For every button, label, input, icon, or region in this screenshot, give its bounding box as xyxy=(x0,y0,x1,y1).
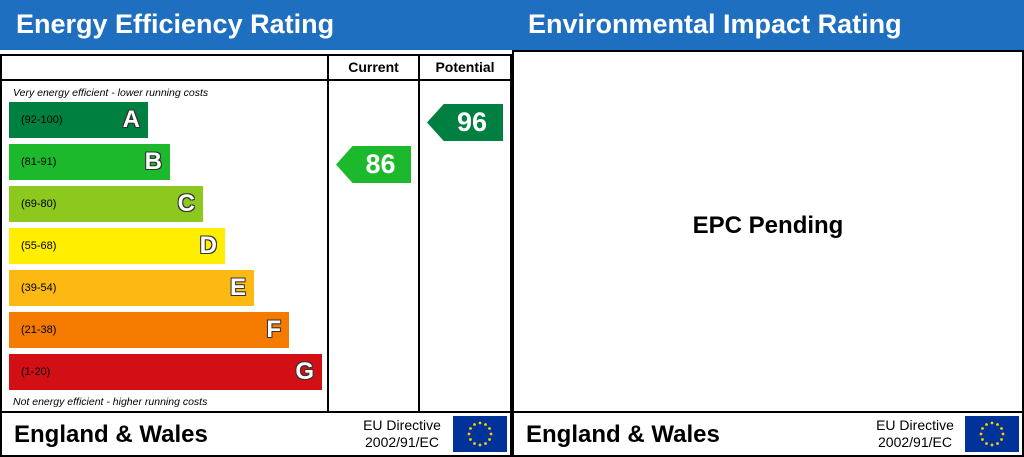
eu-flag-icon xyxy=(453,416,507,452)
band-b-letter: B xyxy=(144,148,162,175)
eu-flag-star xyxy=(996,442,999,445)
eu-flag-star xyxy=(981,427,984,430)
band-a-letter: A xyxy=(122,106,140,133)
band-d-range: (55-68) xyxy=(21,240,57,252)
band-f: (21-38) F xyxy=(9,312,289,348)
band-e-letter: E xyxy=(229,274,246,301)
potential-column-header: Potential xyxy=(435,59,495,75)
band-c-letter: C xyxy=(177,190,195,217)
band-d-letter: D xyxy=(199,232,217,259)
current-column-header: Current xyxy=(348,59,399,75)
environment-chart: EPC Pending xyxy=(512,50,1024,413)
eu-flag-star xyxy=(981,438,984,441)
eu-flag-star xyxy=(469,438,472,441)
eu-flag-star xyxy=(985,423,988,426)
eu-flag-star xyxy=(478,443,482,447)
eu-flag-icon xyxy=(965,416,1019,452)
eu-flag-field xyxy=(965,416,1019,452)
eu-flag-star xyxy=(467,432,471,436)
eu-flag-star xyxy=(488,438,491,441)
current-rating-arrow: 86 xyxy=(336,146,411,183)
eu-flag-star xyxy=(488,427,491,430)
eu-flag-field xyxy=(453,416,507,452)
current-rating-value: 86 xyxy=(365,149,396,179)
eu-flag-star xyxy=(473,442,476,445)
energy-title: Energy Efficiency Rating xyxy=(16,9,335,39)
energy-directive-line2: 2002/91/EC xyxy=(365,434,439,450)
band-e-range: (39-54) xyxy=(21,282,57,294)
eu-flag-star xyxy=(1000,427,1003,430)
eu-flag-star xyxy=(990,443,994,447)
eu-flag-star xyxy=(478,421,482,425)
eu-flag-star xyxy=(996,423,999,426)
eu-flag-star xyxy=(990,421,994,425)
eu-flag-star xyxy=(985,442,988,445)
band-g: (1-20) G xyxy=(9,354,322,390)
environment-footer xyxy=(512,411,1024,457)
environment-footer-directive: EU Directive 2002/91/EC xyxy=(865,417,965,451)
band-a-range: (92-100) xyxy=(21,114,63,126)
eu-flag-star xyxy=(473,423,476,426)
energy-footer-directive: EU Directive 2002/91/EC xyxy=(352,417,452,451)
potential-column-divider xyxy=(418,54,420,413)
band-g-letter: G xyxy=(295,358,314,385)
environment-status: EPC Pending xyxy=(692,211,844,239)
eu-flag-star xyxy=(469,427,472,430)
energy-header: Energy Efficiency Rating xyxy=(0,0,512,50)
energy-footer-region: England & Wales xyxy=(14,421,208,448)
energy-header-divider xyxy=(0,79,512,81)
band-c: (69-80) C xyxy=(9,186,203,222)
environment-directive-line1: EU Directive xyxy=(876,417,954,433)
environment-title: Environmental Impact Rating xyxy=(528,9,902,39)
band-f-letter: F xyxy=(266,316,281,343)
potential-rating-value: 96 xyxy=(456,107,488,137)
environment-directive-line2: 2002/91/EC xyxy=(878,434,952,450)
band-a: (92-100) A xyxy=(9,102,148,138)
eu-flag-star xyxy=(1000,438,1003,441)
band-c-range: (69-80) xyxy=(21,198,57,210)
eu-flag-star xyxy=(484,423,487,426)
bottom-note: Not energy efficient - higher running co… xyxy=(13,396,208,408)
band-b-range: (81-91) xyxy=(21,156,57,168)
energy-footer xyxy=(0,411,512,457)
band-d: (55-68) D xyxy=(9,228,225,264)
top-note: Very energy efficient - lower running co… xyxy=(13,87,209,99)
eu-flag-star xyxy=(489,432,493,436)
band-f-range: (21-38) xyxy=(21,324,57,336)
band-e: (39-54) E xyxy=(9,270,254,306)
band-b: (81-91) B xyxy=(9,144,170,180)
potential-rating-arrow: 96 xyxy=(427,104,503,141)
environment-header: Environmental Impact Rating xyxy=(512,0,1024,50)
environment-footer-region: England & Wales xyxy=(526,421,720,448)
eu-flag-star xyxy=(484,442,487,445)
energy-directive-line1: EU Directive xyxy=(363,417,441,433)
eu-flag-star xyxy=(979,432,983,436)
band-g-range: (1-20) xyxy=(21,366,51,378)
current-column-divider xyxy=(327,54,329,413)
eu-flag-star xyxy=(1001,432,1005,436)
